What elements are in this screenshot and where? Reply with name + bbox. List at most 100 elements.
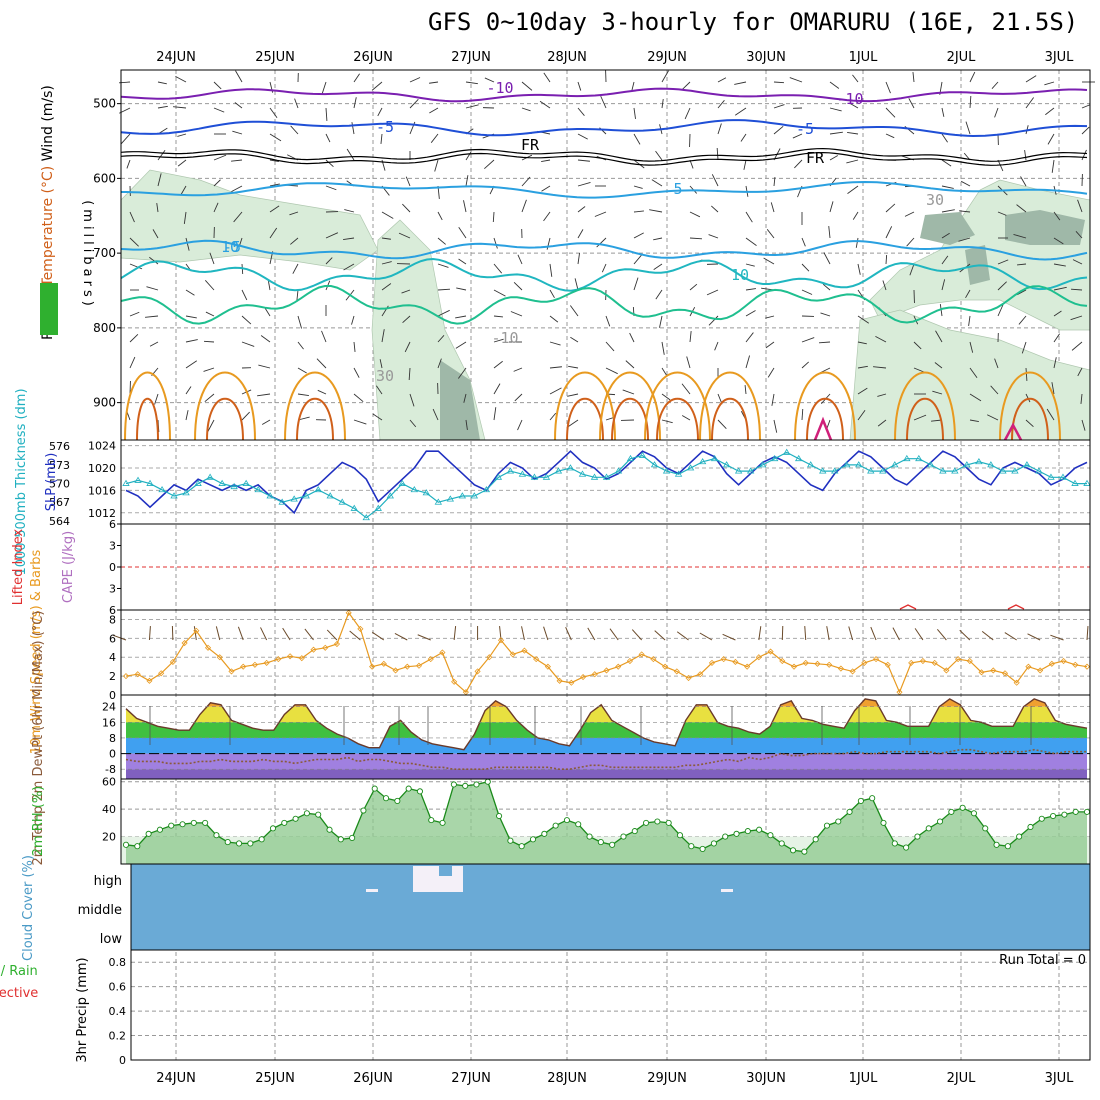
wind-barb	[513, 282, 523, 291]
wind-barb	[514, 393, 523, 402]
wind-barb	[994, 107, 999, 118]
wind-barb	[129, 211, 135, 223]
wind-barb	[990, 385, 999, 395]
rh-point	[394, 797, 401, 804]
rh-point	[993, 841, 1000, 848]
wind-barb	[568, 365, 579, 369]
date-label-top: 25JUN	[255, 50, 295, 65]
wind-barb	[633, 277, 639, 291]
wind-barb	[241, 315, 252, 325]
temp-contour-10	[120, 257, 1088, 292]
wind-barb	[203, 340, 215, 343]
cloud-gap	[413, 866, 463, 892]
wind-barb	[456, 287, 467, 291]
rh-point	[835, 818, 842, 825]
wind-barb	[432, 408, 439, 421]
dewpt-series	[125, 748, 1087, 771]
wind-barb	[655, 289, 663, 300]
wind-barb	[156, 203, 159, 213]
rh-point	[733, 830, 740, 837]
panel-frame	[120, 609, 1091, 696]
rh-point	[891, 840, 898, 847]
rh-axis-label: 2m RH (%)	[31, 786, 46, 857]
temp-contour-15	[120, 285, 1088, 325]
rh-point	[145, 830, 152, 837]
wind-barb	[913, 414, 927, 421]
wind-barb	[455, 315, 467, 319]
wind-barb	[711, 174, 719, 187]
wind-barb	[686, 356, 691, 369]
contour-label: 30	[926, 191, 944, 209]
thickness-point	[794, 454, 803, 462]
rh-point	[134, 843, 141, 850]
wind-barb	[745, 288, 756, 291]
wind-speed-point	[1037, 667, 1044, 674]
rh-point	[179, 821, 186, 828]
wind-barb	[543, 211, 551, 222]
wind-barb	[231, 185, 243, 193]
freezing-level-a	[120, 147, 1088, 162]
wind-barb	[773, 177, 776, 187]
wind-barb	[377, 107, 383, 117]
wind-barb	[661, 367, 668, 376]
wind-barb	[882, 280, 887, 291]
wind-speed-point	[814, 660, 821, 667]
wind-barb	[380, 133, 383, 144]
thickness-point	[518, 470, 527, 477]
contour-label: 30	[376, 367, 394, 385]
wind-barb	[847, 132, 859, 135]
cape-axis-label: CAPE (J/kg)	[61, 531, 76, 603]
wind-speed-point	[322, 644, 329, 651]
rh-point	[959, 804, 966, 811]
wind-speed-point	[392, 667, 399, 674]
wind-barb	[766, 229, 775, 239]
wind-barb	[829, 107, 842, 112]
wind-barb	[689, 283, 698, 291]
thickness-point	[254, 486, 262, 493]
wind-barb	[965, 289, 971, 299]
wind-barb	[213, 202, 219, 213]
wind-barb	[991, 81, 999, 89]
thickness-point	[326, 492, 334, 499]
thickness-point	[662, 467, 671, 474]
wind-barb	[549, 366, 562, 369]
wind-tick: 0	[109, 689, 116, 702]
rh-point	[371, 785, 378, 792]
wind-speed-point	[415, 662, 423, 669]
wind-barb	[154, 393, 159, 405]
rh-point	[428, 817, 435, 824]
wind-barb	[1025, 75, 1037, 83]
rh-point	[122, 841, 130, 848]
wind-barb	[317, 389, 327, 395]
thickness-tick: 573	[49, 459, 70, 472]
wind-speed-point	[919, 657, 926, 665]
wind-barb	[661, 393, 671, 401]
temp-contour-25	[206, 397, 244, 441]
wind-speed-point	[955, 656, 962, 663]
wind-barb	[649, 209, 663, 213]
thickness-point	[506, 467, 515, 474]
rh-point	[349, 834, 356, 842]
wind-barb	[458, 226, 467, 239]
wind-barb	[493, 383, 501, 395]
wind-barb	[234, 102, 243, 109]
wind-barb	[521, 81, 533, 91]
wind-barb	[185, 339, 198, 343]
wind-barb	[463, 200, 467, 213]
thickness-point	[674, 470, 683, 477]
wind-speed-point	[1001, 670, 1009, 677]
wind-barb	[941, 185, 954, 189]
wind-speed-point	[275, 656, 282, 663]
temp-contour-20	[554, 371, 616, 441]
wind-barb	[292, 263, 299, 274]
wind-barb	[1025, 419, 1034, 428]
wind-barb	[965, 121, 971, 135]
temp-contour-minus5	[120, 119, 1088, 138]
precip-tick: 0.2	[109, 1030, 127, 1043]
wind-barb	[381, 329, 385, 343]
wind-barb	[577, 181, 591, 187]
wind-speed-point	[521, 647, 528, 654]
axis-labels: 24JUN 24JUN 25JUN 25JUN 26JUN 26JUN 27JUN 27JUN…	[0, 50, 1086, 1086]
wind-speed-point	[158, 670, 165, 677]
rh-point	[382, 795, 390, 802]
